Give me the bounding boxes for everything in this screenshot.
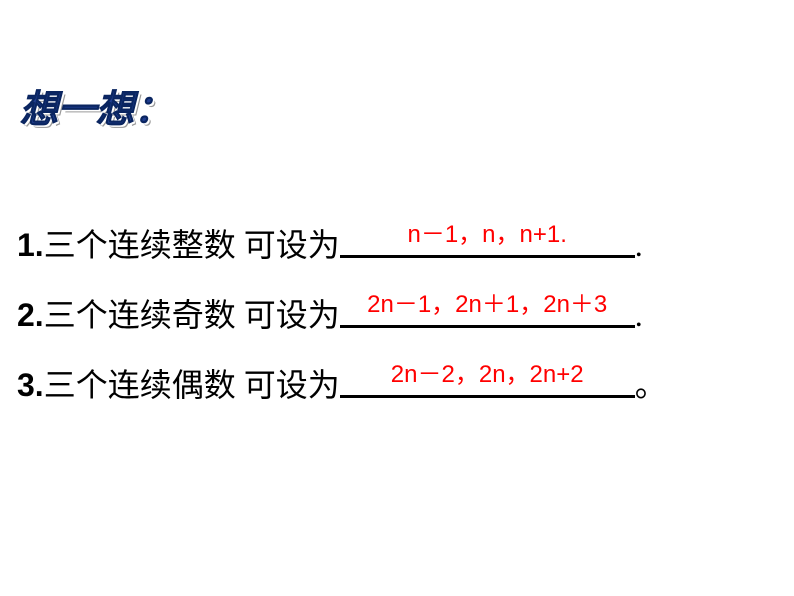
end-punct: 。 xyxy=(635,367,667,403)
end-punct: . xyxy=(635,297,643,333)
question-text: 三个连续整数 可设为 xyxy=(44,227,340,263)
answer-1: n－1，n，n+1. xyxy=(407,214,566,249)
question-1: 1.三个连续整数 可设为n－1，n，n+1.. xyxy=(17,220,643,266)
answer-2: 2n－1，2n＋1，2n＋3 xyxy=(367,284,607,319)
question-number: 2. xyxy=(17,297,44,333)
page-title: 想一想： xyxy=(20,78,172,133)
question-text: 三个连续偶数 可设为 xyxy=(44,367,340,403)
question-2: 2.三个连续奇数 可设为2n－1，2n＋1，2n＋3. xyxy=(17,290,643,336)
answer-3: 2n－2，2n，2n+2 xyxy=(391,354,584,389)
question-number: 3. xyxy=(17,367,44,403)
blank-2: 2n－1，2n＋1，2n＋3 xyxy=(340,292,635,328)
question-text: 三个连续奇数 可设为 xyxy=(44,297,340,333)
blank-1: n－1，n，n+1. xyxy=(340,222,635,258)
blank-3: 2n－2，2n，2n+2 xyxy=(340,362,635,398)
question-number: 1. xyxy=(17,227,44,263)
end-punct: . xyxy=(635,227,643,263)
question-3: 3.三个连续偶数 可设为2n－2，2n，2n+2。 xyxy=(17,360,667,406)
